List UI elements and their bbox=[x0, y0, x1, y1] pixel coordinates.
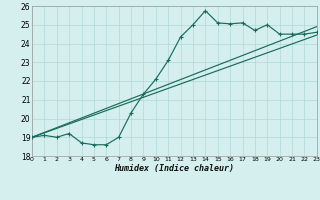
X-axis label: Humidex (Indice chaleur): Humidex (Indice chaleur) bbox=[115, 164, 234, 173]
